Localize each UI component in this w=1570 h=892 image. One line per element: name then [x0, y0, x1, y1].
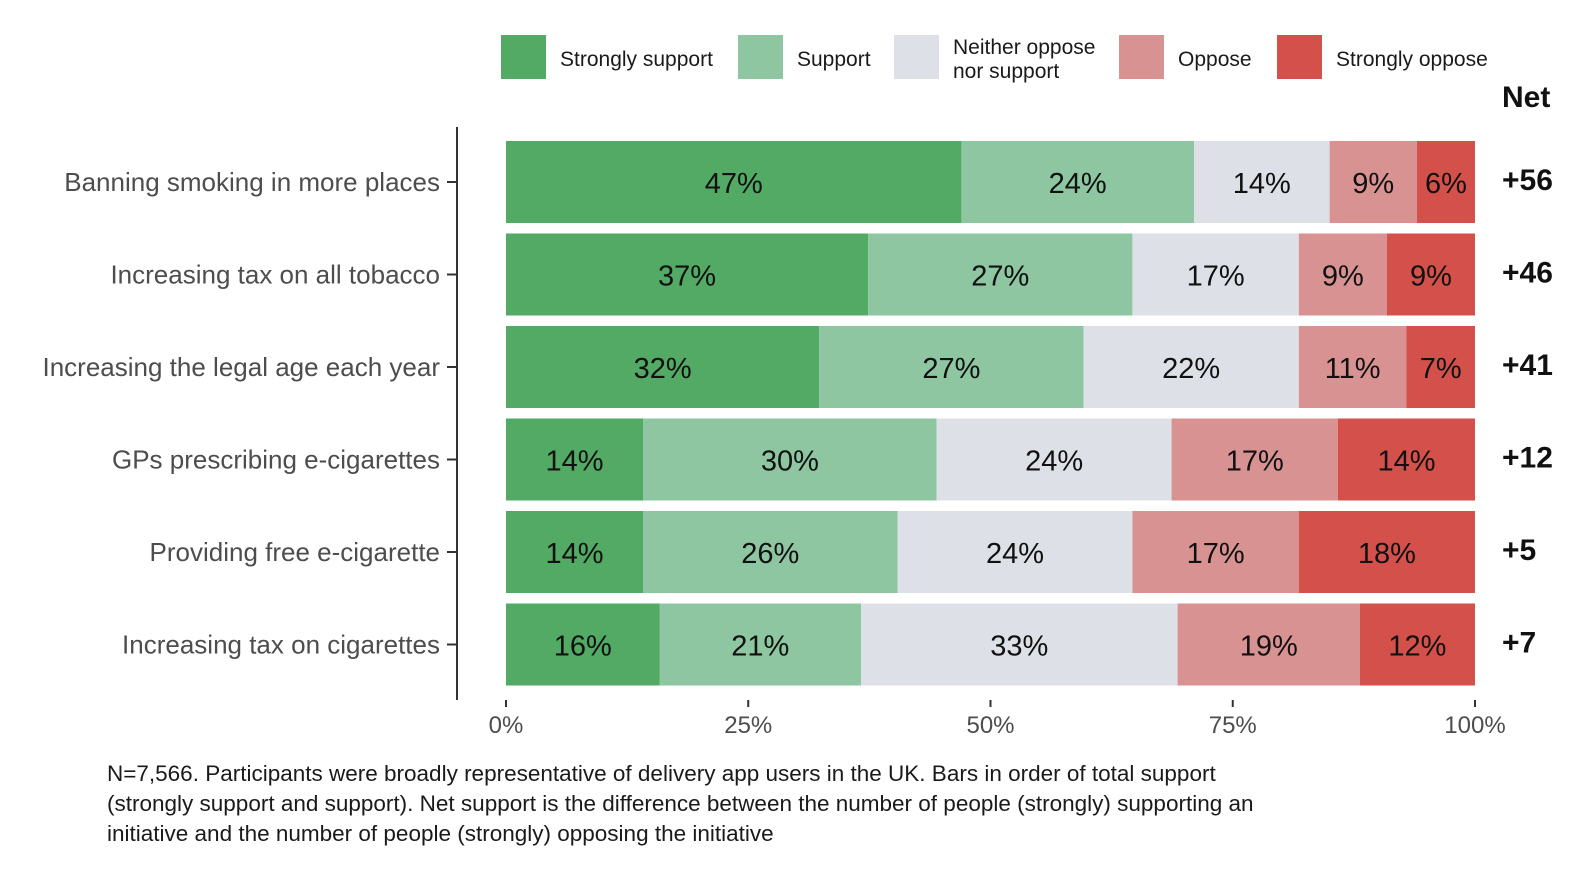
bar-segment	[819, 326, 1084, 408]
value-label: 11%	[1325, 353, 1381, 385]
value-label: 7%	[1420, 353, 1462, 385]
bar-segment	[1193, 141, 1330, 223]
legend-swatch	[1119, 35, 1164, 79]
bar-segment	[643, 418, 937, 501]
category-labels: Banning smoking in more places Increasing…	[43, 167, 441, 660]
bar-segment	[643, 511, 898, 593]
value-label: 47%	[705, 168, 763, 200]
net-values: +56 +46 +41 +12 +5 +7	[1502, 164, 1553, 660]
x-tick-label: 75%	[1209, 712, 1257, 739]
value-label: 21%	[731, 631, 789, 663]
value-label: 14%	[545, 446, 603, 478]
bar-segment	[860, 603, 1178, 686]
footnote: N=7,566. Participants were broadly repre…	[107, 761, 1254, 846]
net-value: +46	[1502, 257, 1553, 290]
bar-segment	[961, 141, 1194, 223]
bar-segment	[506, 418, 644, 501]
legend-label: Strongly oppose	[1336, 48, 1488, 71]
value-label: 16%	[554, 631, 612, 663]
net-value: +12	[1502, 442, 1553, 475]
value-label: 12%	[1388, 631, 1446, 663]
category-label: GPs prescribing e-cigarettes	[112, 445, 440, 475]
value-label: 17%	[1187, 538, 1245, 570]
bar-segment	[1083, 326, 1299, 408]
legend-label: Oppose	[1178, 48, 1252, 71]
value-label: 24%	[1025, 446, 1083, 478]
legend-label: Strongly support	[560, 48, 713, 71]
x-tick-label: 0%	[489, 712, 524, 739]
value-label: 24%	[1049, 168, 1107, 200]
value-label: 27%	[971, 261, 1029, 293]
value-label: 6%	[1425, 168, 1467, 200]
category-label: Providing free e-cigarette	[150, 537, 440, 567]
category-label: Increasing the legal age each year	[43, 352, 441, 382]
value-label: 24%	[986, 538, 1044, 570]
legend-swatch	[738, 35, 783, 79]
legend-swatch	[894, 35, 939, 79]
bar-segment	[506, 141, 962, 223]
x-tick-label: 100%	[1444, 712, 1505, 739]
value-label: 26%	[741, 538, 799, 570]
value-label: 14%	[1377, 446, 1435, 478]
bar-segment	[1386, 233, 1475, 316]
value-label: 9%	[1322, 261, 1364, 293]
bar-segment	[1298, 326, 1407, 408]
bar-segment	[1359, 603, 1475, 686]
legend-label: nor support	[953, 60, 1059, 83]
bar-segment	[506, 326, 820, 408]
net-value: +7	[1502, 627, 1536, 660]
value-label: 17%	[1187, 261, 1245, 293]
net-value: +41	[1502, 349, 1553, 382]
bar-segment	[1132, 233, 1299, 316]
bar-segment	[506, 233, 869, 316]
value-label: 19%	[1240, 631, 1298, 663]
value-label: 33%	[990, 631, 1048, 663]
legend: Strongly support Support Neither opposenor…	[501, 35, 1488, 83]
net-value: +5	[1502, 534, 1536, 567]
bar-segment	[659, 603, 861, 686]
bar-segment	[936, 418, 1172, 501]
bar-segment	[1298, 233, 1387, 316]
value-label: 37%	[658, 261, 716, 293]
category-label: Banning smoking in more places	[64, 167, 440, 197]
net-header: Net	[1502, 81, 1550, 114]
value-label: 18%	[1358, 538, 1416, 570]
bar-segment	[1406, 326, 1475, 408]
bar-segment	[1171, 418, 1338, 501]
value-label: 32%	[634, 353, 692, 385]
bar-segment	[1329, 141, 1417, 223]
value-label: 17%	[1226, 446, 1284, 478]
bar-segment	[1132, 511, 1299, 593]
legend-label: Support	[797, 48, 871, 71]
bar-segment	[1298, 511, 1475, 593]
legend-label: Neither oppose	[953, 36, 1095, 59]
category-label: Increasing tax on all tobacco	[110, 260, 440, 290]
bar-segment	[506, 511, 644, 593]
bar-segment	[897, 511, 1133, 593]
value-label: 30%	[761, 446, 819, 478]
net-value: +56	[1502, 164, 1553, 197]
category-label: Increasing tax on cigarettes	[122, 630, 440, 660]
value-label: 9%	[1352, 168, 1394, 200]
x-tick-label: 25%	[724, 712, 772, 739]
bar-segment	[1177, 603, 1360, 686]
value-label: 9%	[1410, 261, 1452, 293]
legend-swatch	[1277, 35, 1322, 79]
value-label: 22%	[1162, 353, 1220, 385]
axes: 0% 25% 50% 75% 100%	[447, 127, 1506, 739]
bar-segment	[506, 603, 660, 686]
value-label: 14%	[545, 538, 603, 570]
net-column-header: Net	[1502, 81, 1550, 114]
value-label: 27%	[922, 353, 980, 385]
value-label: 14%	[1233, 168, 1291, 200]
bar-segment	[868, 233, 1133, 316]
legend-swatch	[501, 35, 546, 79]
x-tick-label: 50%	[966, 712, 1014, 739]
bar-segment	[1416, 141, 1475, 223]
bars: 47% 24% 14% 9% 6% 37% 27% 17% 9% 9% 32% 27% 22% 11% 7%…	[506, 141, 1475, 686]
bar-segment	[1337, 418, 1475, 501]
